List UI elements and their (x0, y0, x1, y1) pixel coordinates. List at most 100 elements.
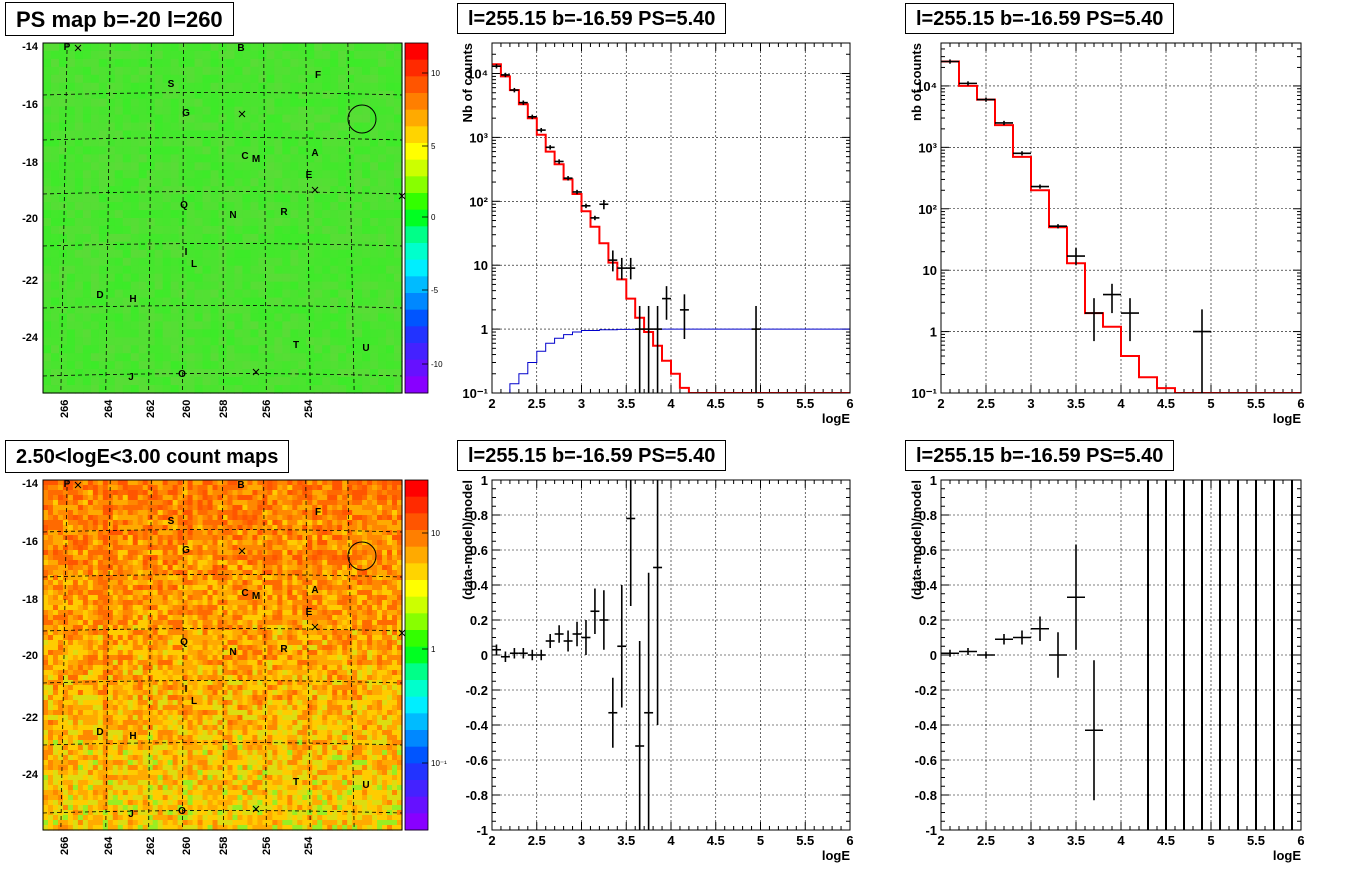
xtick-label: 5 (757, 833, 764, 848)
map-xtick-label: 264 (103, 836, 115, 855)
colorbar-tick-label: 10 (431, 529, 440, 538)
ytick-label: 10 (923, 263, 937, 278)
title-residual-2: l=255.15 b=-16.59 PS=5.40 (905, 440, 1175, 471)
data-point (626, 257, 636, 280)
map-source-circle (347, 541, 377, 571)
map-ytick-label: -20 (22, 213, 38, 225)
map-ytick-label: -24 (22, 332, 39, 344)
ytick-label: -1 (925, 823, 937, 838)
ytick-label: -1 (476, 823, 488, 838)
colorbar-tick-label: -10 (431, 360, 443, 369)
data-point (572, 621, 582, 647)
ytick-label: 10 (474, 258, 488, 273)
map-xtick-label: 254 (303, 836, 315, 855)
map-cross-marker (398, 192, 406, 200)
map-source-label: L (191, 259, 197, 270)
data-point (554, 159, 564, 164)
title-spectrum-1: l=255.15 b=-16.59 PS=5.40 (457, 3, 727, 34)
ytick-label: 1 (481, 473, 488, 488)
map-source-label: O (178, 806, 186, 817)
data-point (995, 634, 1013, 645)
data-point (635, 305, 645, 393)
xtick-label: 3.5 (1067, 396, 1085, 411)
map-source-label: J (128, 809, 134, 820)
xtick-label: 5 (1207, 833, 1214, 848)
map-xtick-label: 258 (218, 837, 230, 855)
ytick-label: 0.6 (919, 543, 937, 558)
ytick-label: 1 (481, 322, 488, 337)
map-source-label: M (252, 154, 260, 165)
data-point (554, 625, 564, 643)
data-point (959, 648, 977, 655)
xtick-label: 2 (488, 833, 495, 848)
xtick-label: 4 (1117, 833, 1125, 848)
map-xtick-label: 266 (59, 400, 71, 418)
map-source-label: P (64, 42, 71, 53)
map-cross-marker (311, 623, 319, 631)
ytick-label: 0.8 (919, 508, 937, 523)
data-point (626, 480, 636, 606)
data-point (500, 651, 510, 662)
ytick-label: -0.2 (466, 683, 488, 698)
map-source-label: M (252, 591, 260, 602)
data-point (608, 250, 618, 272)
plot-spec2: 2 2.5 3 3.5 4 4.5 5 5.5 6 10⁻¹ 1 10 10² 10³ 10⁴ logE nb … (909, 42, 1305, 426)
data-point (1085, 298, 1103, 342)
data-point (590, 588, 600, 634)
map-source-label: N (229, 210, 236, 221)
xtick-label: 3.5 (1067, 833, 1085, 848)
x-axis-title: logE (1273, 411, 1301, 426)
data-point (1067, 544, 1085, 650)
map-source-label: T (293, 777, 299, 788)
title-residual-1: l=255.15 b=-16.59 PS=5.40 (457, 440, 727, 471)
xtick-label: 4.5 (1157, 833, 1175, 848)
map-source-label: H (129, 731, 136, 742)
map-source-label: A (311, 148, 318, 159)
ytick-label: -0.4 (915, 718, 938, 733)
map-source-label: G (182, 108, 190, 119)
data-point (527, 114, 537, 120)
xtick-label: 6 (846, 396, 853, 411)
data-point (617, 257, 627, 280)
plot-frame-spec1 (491, 42, 851, 394)
title-map-ps: PS map b=-20 l=260 (5, 2, 234, 36)
colorbar-tick-label: 0 (431, 213, 436, 222)
ytick-label: 0.4 (470, 578, 489, 593)
ytick-label: 1 (930, 473, 937, 488)
data-point (518, 648, 528, 659)
xtick-label: 3 (1027, 833, 1034, 848)
data-point (599, 199, 609, 210)
ytick-label: 0.2 (919, 613, 937, 628)
xtick-label: 4.5 (707, 833, 725, 848)
data-point (1049, 224, 1067, 229)
map-source-label: Q (180, 637, 188, 648)
title-map-count: 2.50<logE<3.00 count maps (5, 440, 290, 473)
data-point (617, 585, 627, 708)
ytick-label: 0 (930, 648, 937, 663)
xtick-label: 6 (1297, 396, 1304, 411)
heatmap-map_ps: P B S F G C M AE Q N R IL D H T U J O -14 -16 -18 -20 -22 -24 26… (22, 41, 443, 418)
ytick-label: 10⁻¹ (462, 386, 488, 401)
xtick-label: 3.5 (617, 396, 635, 411)
heatmap-cells-map_count (43, 480, 403, 831)
xtick-label: 5.5 (1247, 396, 1265, 411)
map-cross-marker (238, 110, 246, 118)
heatmap-cells-map_ps (43, 43, 403, 394)
map-ytick-label: -18 (22, 594, 38, 606)
xtick-label: 4 (667, 833, 675, 848)
heatmap-frame-map_count (42, 479, 403, 831)
xtick-label: 2 (488, 396, 495, 411)
xtick-label: 4.5 (707, 396, 725, 411)
colorbar-tick-label: 5 (431, 142, 436, 151)
map-source-label: I (185, 684, 188, 695)
data-point (941, 649, 959, 657)
map-ytick-label: -18 (22, 157, 38, 169)
y-axis-title: nb of counts (909, 43, 924, 121)
plot-frame-res1 (491, 479, 851, 831)
data-point (509, 648, 519, 659)
map-xtick-label: 260 (181, 837, 193, 855)
map-source-label: C (241, 588, 248, 599)
plot-frame-spec2 (940, 42, 1302, 394)
xtick-label: 5.5 (796, 396, 814, 411)
